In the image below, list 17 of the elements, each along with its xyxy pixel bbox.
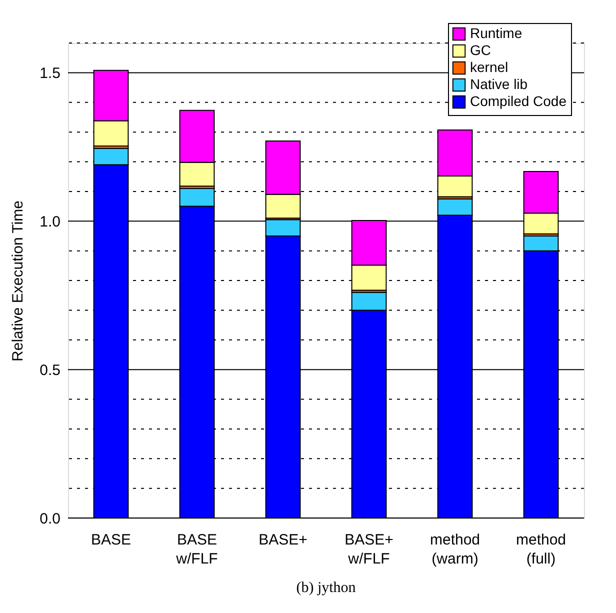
legend-label: GC xyxy=(470,42,491,58)
x-tick-label: BASE+ w/FLF xyxy=(344,532,394,568)
legend-label: kernel xyxy=(470,59,508,75)
x-tick-label: BASE w/FLF xyxy=(175,532,218,568)
text: (b) jython xyxy=(296,580,356,596)
x-tick-label: BASE+ xyxy=(258,532,308,548)
y-tick-label: 0.5 xyxy=(40,362,60,380)
x-tick-label: method (full) xyxy=(516,532,566,568)
x-tick-label: method (warm) xyxy=(430,532,480,568)
y-axis-title: Relative Execution Time xyxy=(10,200,27,362)
legend-label: Compiled Code xyxy=(470,93,567,109)
y-tick-label: 0.0 xyxy=(40,510,60,528)
x-tick-label: BASE xyxy=(90,532,132,548)
y-tick-label: 1.0 xyxy=(40,214,60,231)
y-tick-label: 1.5 xyxy=(40,65,60,82)
legend-label: Native lib xyxy=(470,76,528,92)
legend-label: Runtime xyxy=(470,25,522,41)
